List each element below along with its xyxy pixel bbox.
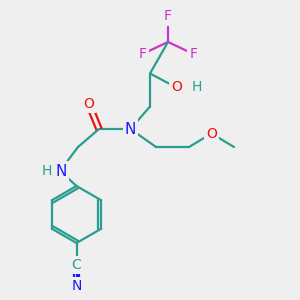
Text: C: C — [72, 258, 81, 272]
Text: O: O — [172, 80, 182, 94]
Text: N: N — [56, 164, 67, 178]
Text: H: H — [191, 80, 202, 94]
Text: O: O — [206, 127, 217, 140]
Text: N: N — [125, 122, 136, 136]
Text: O: O — [83, 97, 94, 110]
Text: F: F — [139, 47, 146, 61]
Text: N: N — [71, 279, 82, 293]
Text: H: H — [41, 164, 52, 178]
Text: F: F — [164, 10, 172, 23]
Text: F: F — [190, 47, 197, 61]
